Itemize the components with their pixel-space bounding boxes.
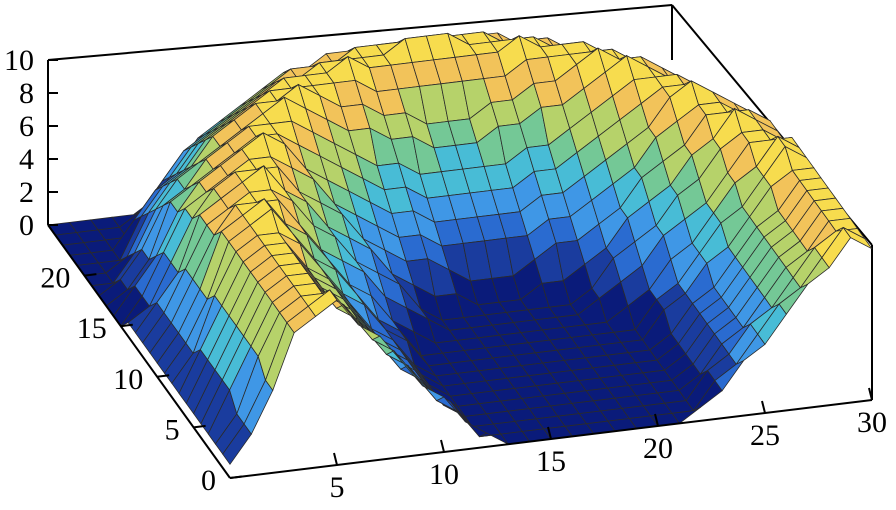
tick-label: 20 (40, 262, 70, 295)
tick-mark (654, 413, 659, 427)
tick-label: 15 (536, 445, 566, 478)
tick-mark (229, 475, 243, 479)
tick-label: 0 (19, 209, 34, 242)
y-axis-line (47, 224, 231, 479)
tick-label: 0 (201, 464, 216, 497)
tick-label: 2 (19, 176, 34, 209)
tick-label: 6 (19, 110, 34, 143)
surface-mesh (47, 31, 873, 465)
tick-mark (333, 452, 338, 466)
tick-mark (84, 273, 97, 277)
tick-mark (120, 323, 133, 328)
tick-mark (868, 387, 873, 401)
tick-label: 4 (19, 143, 34, 176)
tick-mark (440, 439, 445, 453)
tick-mark (761, 400, 766, 414)
tick-label: 10 (113, 363, 143, 396)
tick-label: 5 (330, 471, 345, 504)
tick-label: 25 (750, 419, 780, 452)
tick-label: 30 (857, 406, 887, 439)
tick-label: 5 (165, 413, 180, 446)
tick-label: 8 (19, 77, 34, 110)
tick-mark (157, 374, 170, 378)
box-back-edge-top (47, 4, 673, 61)
surface-patch (842, 227, 873, 250)
tick-label: 10 (4, 44, 34, 77)
tick-label: 20 (643, 432, 673, 465)
tick-label: 10 (429, 458, 459, 491)
tick-mark (547, 426, 552, 440)
tick-mark (193, 424, 206, 429)
tick-label: 15 (77, 312, 107, 345)
x-axis-ticks: 5 10 15 20 25 30 (330, 387, 887, 504)
